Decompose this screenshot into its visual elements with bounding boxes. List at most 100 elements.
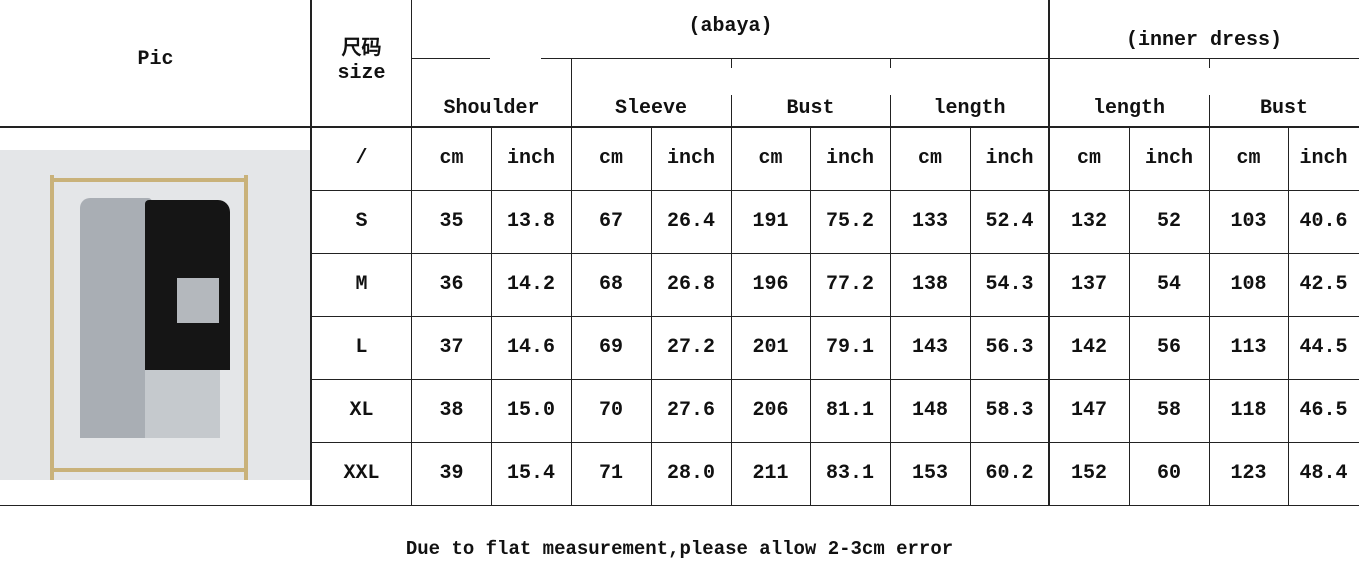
measurement-cell: 147 <box>1070 399 1107 422</box>
measurement-cell: 52 <box>1156 210 1181 233</box>
measurement-cell: 14.6 <box>506 336 555 359</box>
measurement-cell: 137 <box>1070 273 1107 296</box>
unit-header: cm <box>1076 147 1101 170</box>
grid-line <box>412 58 490 59</box>
rack-top-bar <box>50 178 248 182</box>
measurement-cell: 68 <box>598 273 623 296</box>
measurement-cell: 27.6 <box>666 399 715 422</box>
grid-line <box>1209 127 1210 505</box>
inner-dress-group-header: (inner dress) <box>1125 28 1283 52</box>
measurement-cell: 118 <box>1230 399 1267 422</box>
measurement-cell: 153 <box>911 462 948 485</box>
measurement-cell: 54 <box>1156 273 1181 296</box>
unit-header: cm <box>1236 147 1261 170</box>
measurement-cell: 60.2 <box>985 462 1034 485</box>
measure-header: Bust <box>1259 96 1308 120</box>
product-photo <box>0 150 310 480</box>
grid-line <box>311 316 1359 317</box>
measurement-cell: 148 <box>911 399 948 422</box>
rack-left-pole <box>50 175 54 480</box>
size-label: S <box>355 210 368 233</box>
size-label: M <box>355 273 368 296</box>
measurement-cell: 56.3 <box>985 336 1034 359</box>
measurement-cell: 15.4 <box>506 462 555 485</box>
measurement-cell: 28.0 <box>666 462 715 485</box>
measurement-cell: 26.8 <box>666 273 715 296</box>
measurement-cell: 83.1 <box>825 462 874 485</box>
grid-line <box>571 58 572 127</box>
size-header-en: size <box>337 61 386 85</box>
measurement-cell: 123 <box>1230 462 1267 485</box>
grid-line <box>311 505 1359 506</box>
measurement-cell: 38 <box>439 399 464 422</box>
unit-header: inch <box>1299 147 1348 170</box>
size-label: XL <box>349 399 374 422</box>
unit-header: inch <box>985 147 1034 170</box>
measurement-cell: 71 <box>598 462 623 485</box>
measure-header: Bust <box>786 96 835 120</box>
grid-line <box>970 127 971 505</box>
measurement-cell: 113 <box>1230 336 1267 359</box>
measurement-cell: 13.8 <box>506 210 555 233</box>
unit-row-label: / <box>355 147 368 170</box>
measurement-cell: 211 <box>752 462 789 485</box>
grid-line <box>571 127 572 505</box>
measure-header: Sleeve <box>614 96 687 120</box>
measurement-cell: 108 <box>1230 273 1267 296</box>
grid-line <box>411 0 412 506</box>
measurement-cell: 40.6 <box>1299 210 1348 233</box>
measurement-cell: 37 <box>439 336 464 359</box>
grid-line <box>311 442 1359 443</box>
unit-header: cm <box>439 147 464 170</box>
measurement-cell: 138 <box>911 273 948 296</box>
grid-line <box>1209 95 1210 127</box>
grid-line <box>1288 127 1289 505</box>
grid-line <box>311 190 1359 191</box>
measurement-cell: 77.2 <box>825 273 874 296</box>
measurement-cell: 103 <box>1230 210 1267 233</box>
measure-header: Shoulder <box>443 96 540 120</box>
measurement-cell: 206 <box>752 399 789 422</box>
measure-header: length <box>933 96 1006 120</box>
measurement-cell: 67 <box>598 210 623 233</box>
measurement-cell: 191 <box>752 210 789 233</box>
measurement-cell: 39 <box>439 462 464 485</box>
measurement-cell: 70 <box>598 399 623 422</box>
measurement-cell: 69 <box>598 336 623 359</box>
measurement-cell: 60 <box>1156 462 1181 485</box>
grid-line <box>651 127 652 505</box>
unit-header: cm <box>917 147 942 170</box>
grid-line <box>0 505 311 506</box>
grid-line <box>810 127 811 505</box>
inner-dress <box>80 198 152 438</box>
pic-header: Pic <box>137 48 174 71</box>
grid-line <box>1129 127 1130 505</box>
measurement-cell: 27.2 <box>666 336 715 359</box>
rack-right-pole <box>244 175 248 480</box>
size-header-cn: 尺码 <box>341 34 382 59</box>
abaya-group-header: (abaya) <box>688 14 773 38</box>
unit-header: cm <box>598 147 623 170</box>
measurement-cell: 26.4 <box>666 210 715 233</box>
measurement-note: Due to flat measurement,please allow 2-3… <box>405 538 954 560</box>
abaya-hem <box>145 370 220 438</box>
grid-line <box>311 379 1359 380</box>
measurement-cell: 15.0 <box>506 399 555 422</box>
measurement-cell: 152 <box>1070 462 1107 485</box>
measurement-cell: 35 <box>439 210 464 233</box>
measurement-cell: 133 <box>911 210 948 233</box>
measurement-cell: 14.2 <box>506 273 555 296</box>
grid-line <box>890 127 891 505</box>
size-label: L <box>355 336 368 359</box>
measurement-cell: 36 <box>439 273 464 296</box>
unit-header: cm <box>758 147 783 170</box>
measurement-cell: 79.1 <box>825 336 874 359</box>
measurement-cell: 56 <box>1156 336 1181 359</box>
rack-bottom-bar <box>50 468 248 472</box>
grid-line <box>310 0 312 506</box>
grid-line <box>890 58 891 68</box>
grid-line <box>311 253 1359 254</box>
measurement-cell: 132 <box>1070 210 1107 233</box>
size-label: XXL <box>343 462 380 485</box>
measurement-cell: 48.4 <box>1299 462 1348 485</box>
